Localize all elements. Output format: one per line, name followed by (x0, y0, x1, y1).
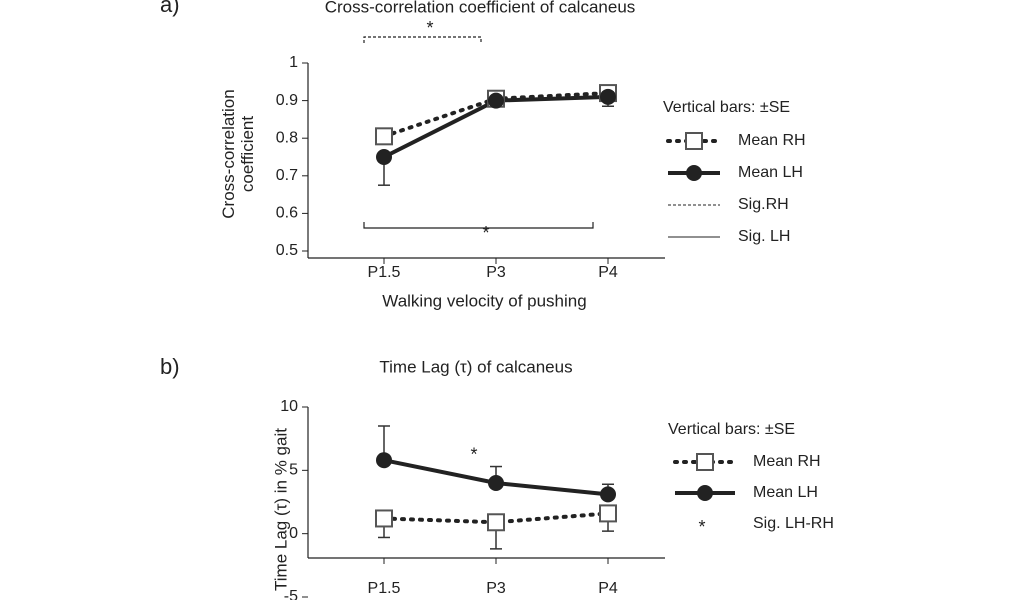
legend-marker (686, 165, 702, 181)
significance-bracket (363, 36, 482, 43)
x-tick-label: P1.5 (368, 264, 401, 281)
y-tick-label: 0.8 (276, 129, 298, 146)
y-tick-label: 0.9 (276, 92, 298, 109)
y-tick-label: 1 (289, 54, 298, 71)
series-line (382, 511, 610, 525)
y-tick-label: 0 (289, 525, 298, 542)
legend-symbol: * (698, 517, 705, 537)
data-point (488, 475, 504, 491)
data-point (600, 486, 616, 503)
data-point (600, 88, 616, 105)
y-tick-label: 0.5 (276, 242, 298, 259)
data-point (376, 149, 392, 165)
legend-label: Mean LH (738, 164, 803, 181)
panel-label: b) (160, 354, 180, 379)
significance-label: * (482, 223, 489, 243)
significance-bracket (363, 222, 594, 229)
legend-label: Mean LH (753, 484, 818, 501)
y-tick-label: 10 (280, 398, 298, 415)
legend-marker (696, 453, 714, 471)
x-tick-label: P3 (486, 580, 506, 597)
y-tick-label: 0.6 (276, 205, 298, 222)
data-point (375, 127, 393, 146)
y-axis-label: Cross-correlation coefficient (219, 89, 257, 219)
legend-title: Vertical bars: ±SE (663, 99, 790, 116)
y-tick-label: 5 (289, 462, 298, 479)
legend-label: Sig. LH-RH (753, 515, 834, 532)
x-tick-label: P3 (486, 264, 506, 281)
significance-label: * (470, 445, 477, 465)
legend-marker (685, 132, 703, 150)
legend-label: Mean RH (738, 132, 806, 149)
data-point (376, 452, 392, 469)
y-tick-label: 0.7 (276, 167, 298, 184)
significance-label: * (426, 18, 433, 38)
legend-marker (697, 485, 713, 501)
chart-title: Time Lag (τ) of calcaneus (379, 357, 572, 376)
chart-title: Cross-correlation coefficient of calcane… (325, 0, 636, 16)
legend-label: Sig.RH (738, 196, 789, 213)
x-tick-label: P4 (598, 264, 618, 281)
data-point (487, 513, 505, 532)
x-axis-label: Walking velocity of pushing (382, 291, 586, 310)
data-point (599, 504, 617, 523)
data-point (375, 509, 393, 528)
x-tick-label: P4 (598, 580, 618, 597)
legend-title: Vertical bars: ±SE (668, 421, 795, 438)
legend-label: Sig. LH (738, 228, 790, 245)
y-axis-label: Time Lag (τ) in % gait (271, 428, 291, 591)
data-point (488, 92, 504, 109)
y-tick-label: -5 (284, 588, 298, 600)
legend-label: Mean RH (753, 453, 821, 470)
x-tick-label: P1.5 (368, 580, 401, 597)
panel-label: a) (160, 0, 180, 17)
